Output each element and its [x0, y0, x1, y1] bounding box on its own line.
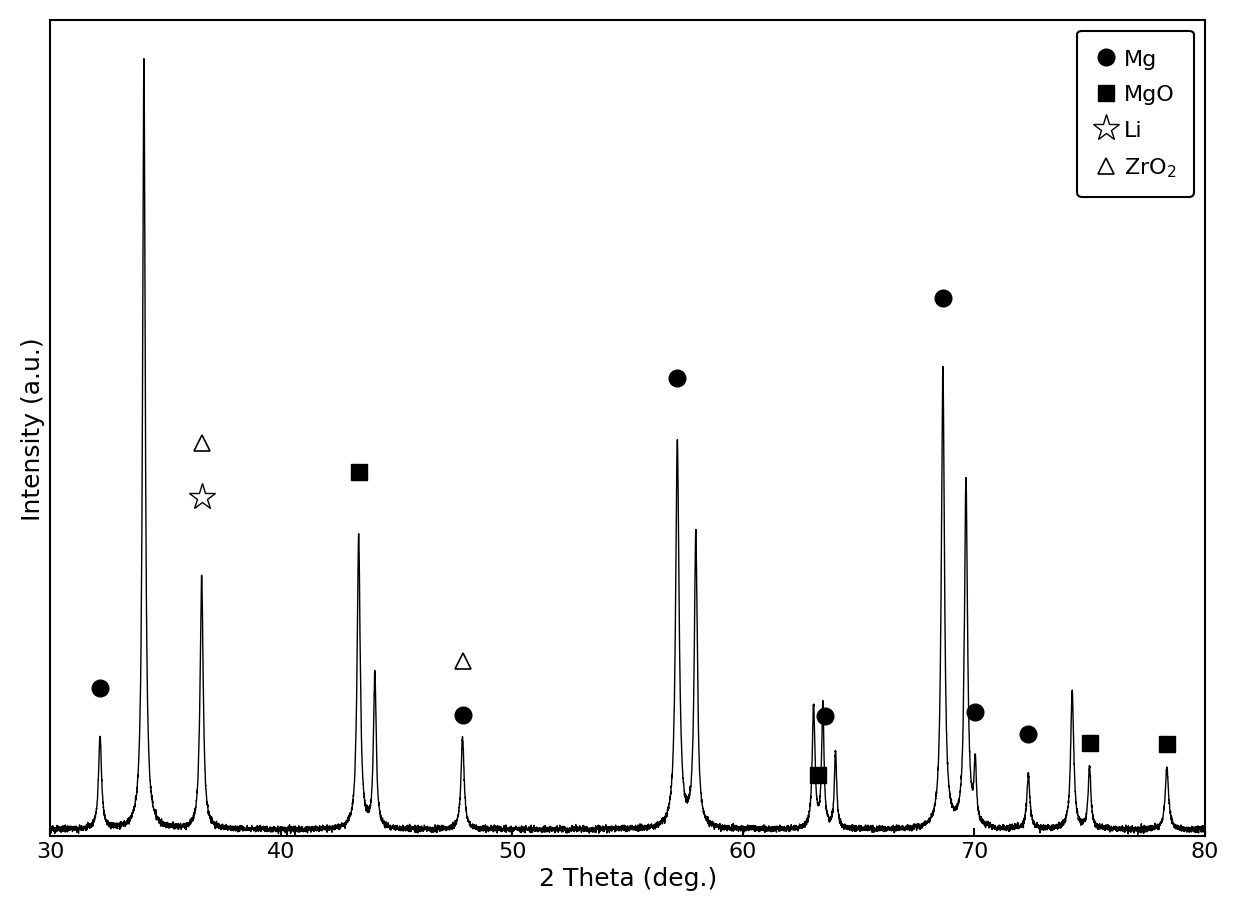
X-axis label: 2 Theta (deg.): 2 Theta (deg.): [538, 866, 717, 890]
Legend: Mg, MgO, Li, ZrO$_2$: Mg, MgO, Li, ZrO$_2$: [1078, 32, 1194, 198]
Y-axis label: Intensity (a.u.): Intensity (a.u.): [21, 336, 45, 520]
